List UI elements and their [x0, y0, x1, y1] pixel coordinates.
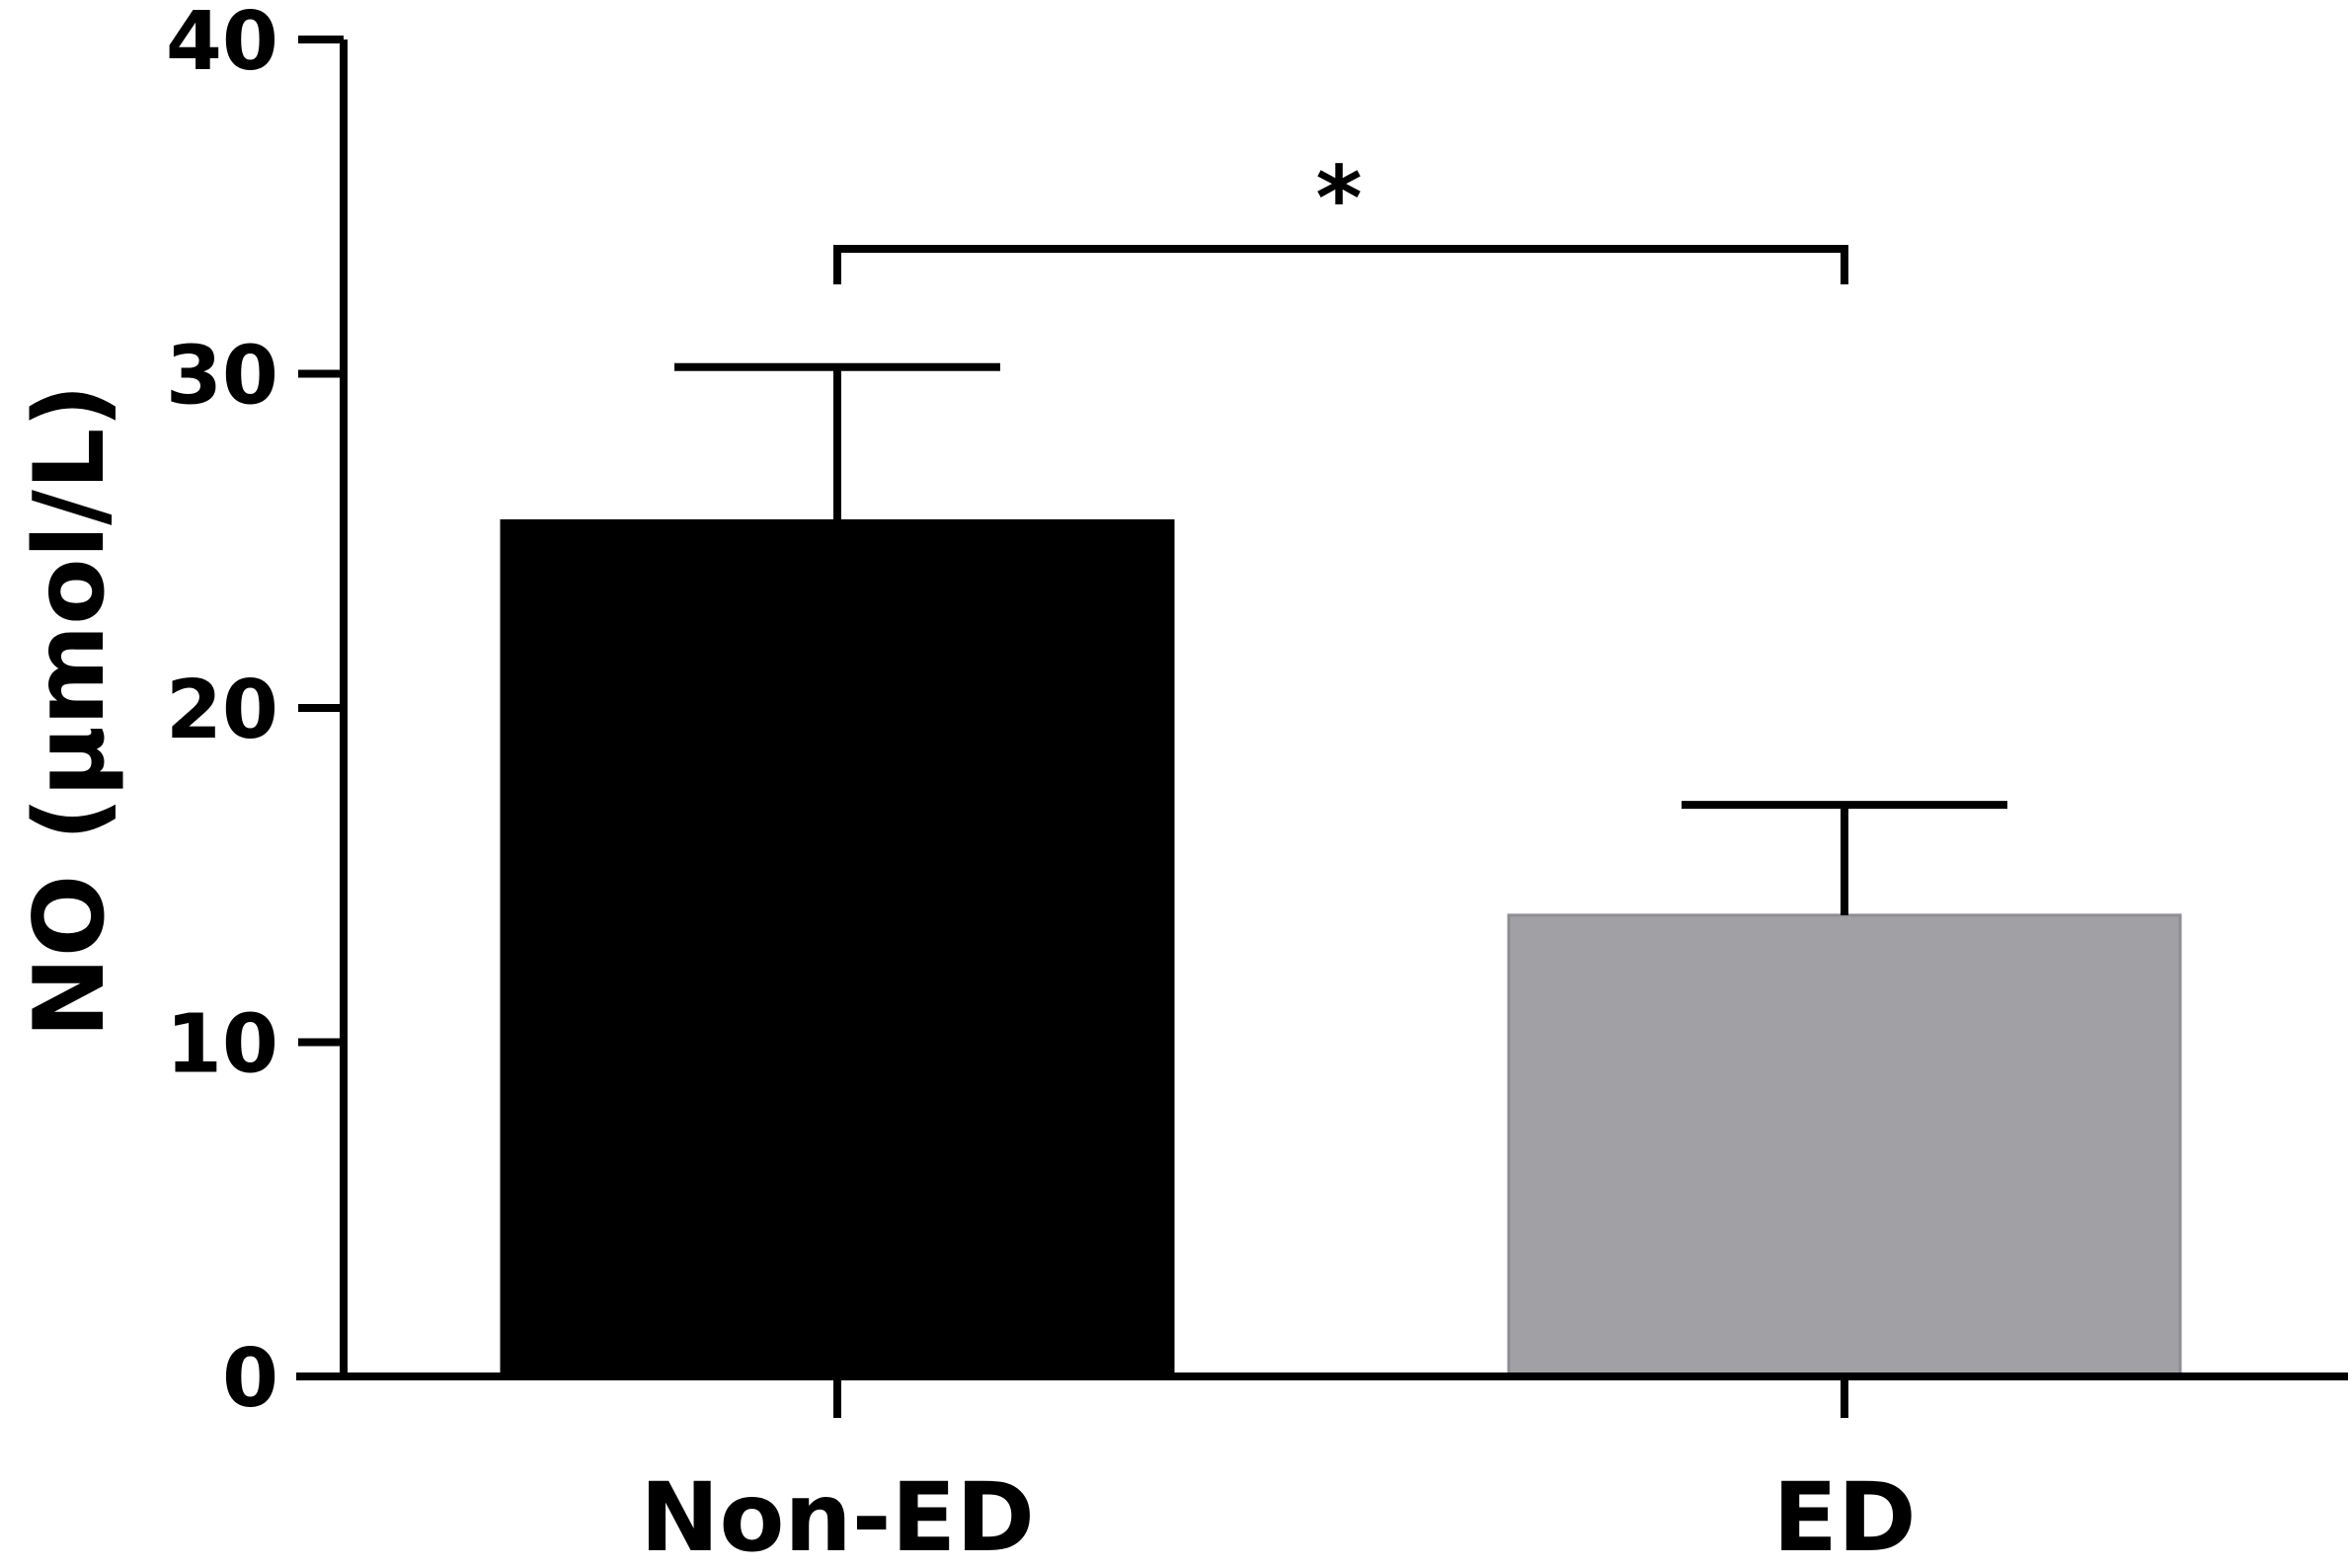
error-bars: [674, 362, 2007, 915]
y-ticks: 0 10 20 30 40: [166, 0, 344, 1426]
x-tick-label-ed: ED: [1772, 1462, 1916, 1568]
significance-asterisk: *: [1315, 147, 1362, 251]
significance-bracket: *: [833, 147, 1848, 284]
bar-non-ed: [500, 518, 1175, 1378]
y-tick-label-10: 10: [166, 998, 278, 1092]
significance-bracket-line: [833, 245, 1848, 284]
x-ticks: Non-ED ED: [640, 1376, 1917, 1568]
y-tick-label-40: 40: [166, 0, 278, 89]
y-tick-label-0: 0: [222, 1332, 278, 1426]
x-tick-label-non-ed: Non-ED: [640, 1462, 1035, 1568]
y-tick-label-30: 30: [166, 330, 278, 424]
y-tick-label-20: 20: [166, 664, 278, 757]
bar-ed: [1507, 913, 2182, 1378]
y-axis-title: NO (μmol/L): [14, 384, 126, 1038]
bars: [500, 518, 2182, 1378]
